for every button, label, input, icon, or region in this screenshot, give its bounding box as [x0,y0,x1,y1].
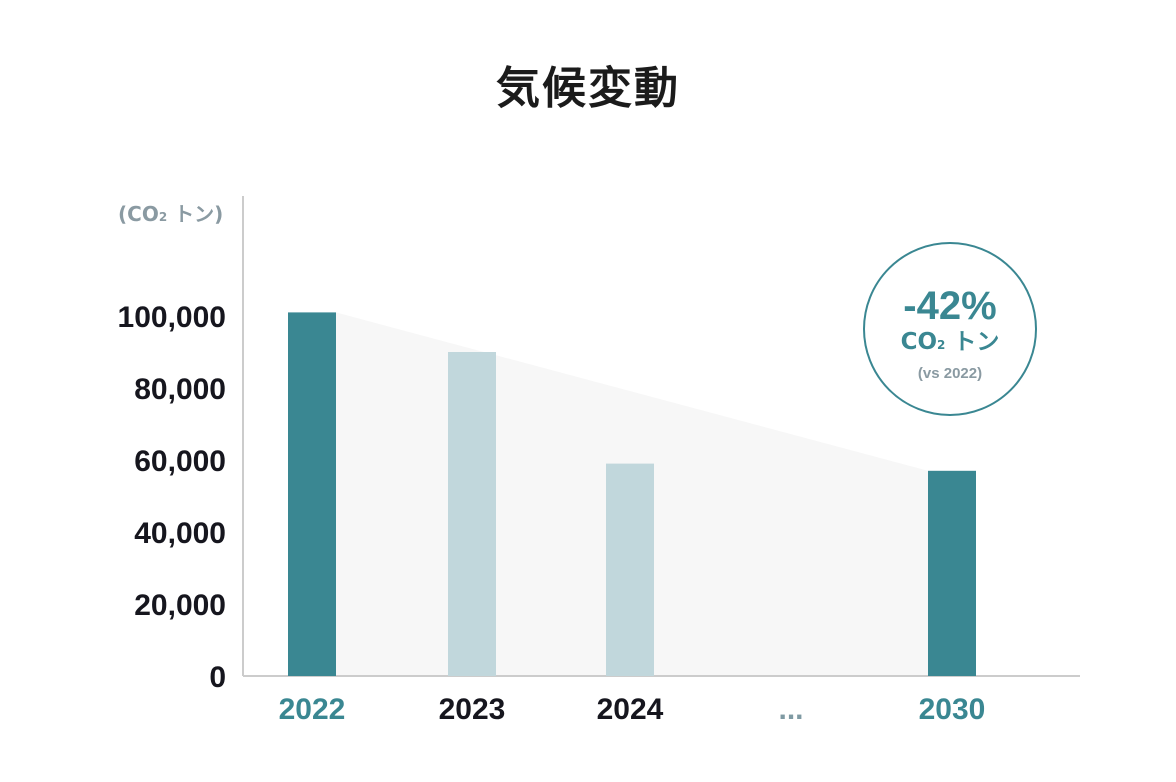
bar-2030 [928,470,976,676]
y-tick-label: 80,000 [134,373,226,406]
reduction-comparison: (vs 2022) [917,365,983,382]
chart-title: 気候変動 [496,63,680,114]
y-tick-label: 20,000 [134,589,226,622]
x-tick-label: 2024 [597,693,664,726]
reduction-unit-rest: トン [945,329,1000,355]
unit-label-main: (CO [118,202,159,226]
unit-label-subscript: 2 [158,210,168,224]
x-tick-label: 2023 [439,693,506,726]
bar-2024 [606,463,654,676]
reduction-unit-main: CO [900,329,938,355]
x-tick-label: 2022 [279,693,346,726]
reduction-badge: -42% CO2 トン (vs 2022) [863,242,1037,416]
x-tick-label: 2030 [919,693,986,726]
y-tick-label: 40,000 [134,517,226,550]
y-tick-label: 0 [209,661,226,694]
y-axis-unit-label: (CO2 トン) [118,198,223,227]
y-tick-label: 100,000 [118,301,226,334]
y-tick-label: 60,000 [134,445,226,478]
reduction-unit: CO2 トン [865,328,1035,359]
bar-2023 [448,352,496,676]
reduction-unit-subscript: 2 [937,338,946,352]
x-tick-label: ... [778,693,803,726]
bar-2022 [288,312,336,676]
unit-label-rest: トン) [167,202,224,226]
reduction-percent: -42% [903,284,997,328]
